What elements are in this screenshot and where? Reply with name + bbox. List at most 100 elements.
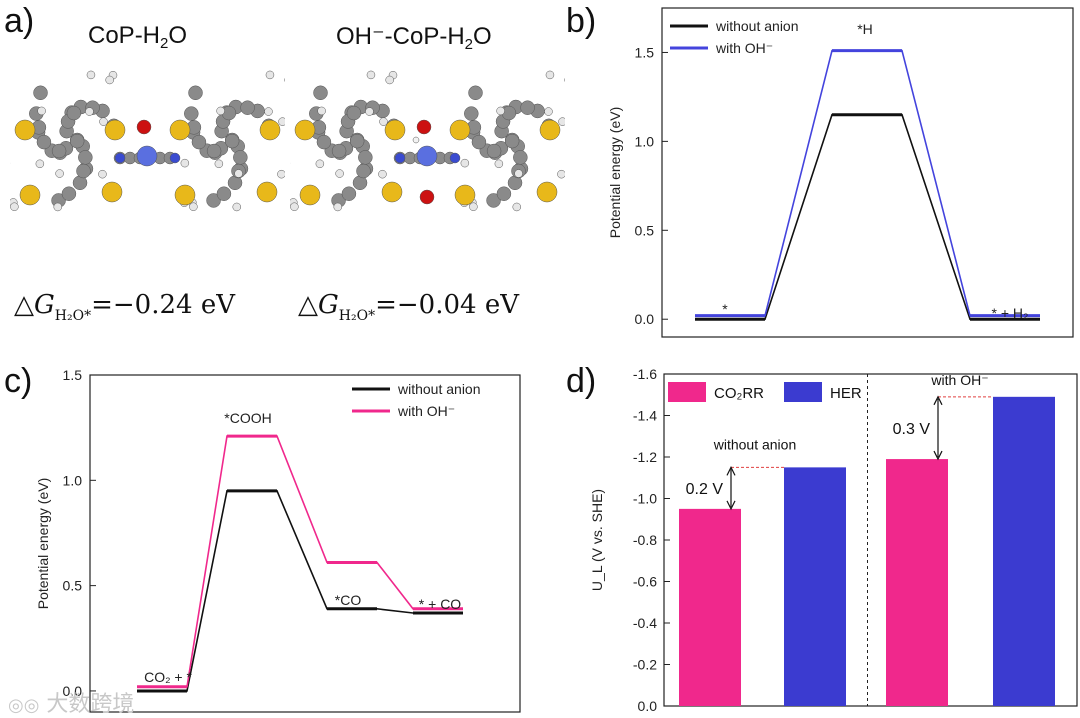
molecule-structure-1 (10, 70, 285, 212)
molecule-title-2: OH⁻-CoP-H2O (336, 23, 492, 53)
y-tick-label: 0.0 (635, 311, 655, 327)
carbon-atom (61, 186, 77, 201)
hydrogen-atom (180, 158, 190, 168)
hydrogen-atom (333, 202, 343, 212)
delta-g-label-1: △GH₂O*=−0.24 eV (14, 290, 235, 324)
legend-label: without anion (397, 381, 481, 397)
state-label: CO₂ + * (144, 669, 192, 685)
legend-swatch (668, 382, 706, 402)
hydrogen-atom (317, 106, 326, 116)
y-tick-label: 0.0 (638, 698, 658, 714)
gap-label: 0.3 V (893, 421, 931, 438)
nitrogen-atom (449, 152, 461, 164)
energy-profile-chart-co2rr: 0.0 0.5 1.0 1.5 Potential energy (eV) CO₂ + *… (35, 367, 521, 713)
hydrogen-atom (234, 169, 243, 178)
hydrogen-atom (512, 202, 522, 212)
y-tick-label: 1.0 (63, 472, 83, 488)
carbon-atom (464, 106, 479, 121)
carbon-atom (51, 143, 67, 159)
panel-a-label: a) (4, 2, 35, 40)
state-label: *CO (335, 592, 362, 608)
sulfur-atom (539, 119, 561, 141)
hydrogen-atom (290, 202, 299, 211)
carbon-atom (358, 150, 373, 165)
delta-g-label-2: △GH₂O*=−0.04 eV (298, 290, 519, 324)
carbon-atom (206, 193, 221, 208)
hydrogen-atom (379, 117, 388, 126)
carbon-atom (191, 134, 207, 150)
hydrogen-atom (385, 75, 394, 85)
carbon-atom (356, 163, 371, 179)
carbon-atom (349, 133, 365, 149)
bar-co2rr (679, 508, 741, 706)
hydrogen-atom (514, 169, 523, 178)
hydrogen-atom (378, 169, 387, 179)
limiting-potential-bar-chart: 0.0 -0.2 -0.4 -0.6 -0.8 -1.0 -1.2 -1.4 -1.6 U_L (… (589, 366, 1078, 714)
carbon-atom (69, 133, 85, 149)
bar-her (784, 467, 846, 706)
state-label: * + H₂ (992, 305, 1029, 321)
hydrogen-atom (86, 70, 96, 80)
hydrogen-atom (558, 117, 565, 126)
energy-profile-chart-her: 0.0 0.5 1.0 1.5 Potential energy (eV) * *H * + … (607, 7, 1074, 338)
molecule-structure-2 (290, 70, 565, 212)
hydrogen-atom (232, 202, 242, 212)
y-tick-label: 0.0 (63, 683, 83, 699)
carbon-atom (341, 186, 357, 201)
group-label: without anion (713, 436, 797, 452)
sulfur-atom (294, 119, 316, 141)
carbon-atom (496, 186, 512, 201)
cobalt-atom (416, 145, 438, 167)
hydrogen-atom (99, 117, 108, 126)
hydrogen-atom (496, 106, 505, 116)
gap-label: 0.2 V (686, 481, 724, 498)
hydrogen-atom (469, 202, 478, 211)
carbon-atom (76, 163, 91, 179)
y-tick-label: -0.2 (633, 657, 657, 673)
legend-label: HER (830, 385, 862, 402)
carbon-atom (471, 134, 487, 150)
arrow-head-up (933, 395, 943, 406)
carbon-atom (33, 85, 48, 101)
carbon-atom (188, 85, 203, 101)
legend-label: with OH⁻ (397, 403, 455, 419)
state-label: * + CO (419, 596, 462, 612)
hydrogen-atom (214, 159, 224, 169)
hydrogen-atom (264, 107, 273, 116)
legend-label: CO₂RR (714, 385, 764, 402)
y-tick-label: 1.5 (63, 367, 83, 383)
y-tick-label: -0.6 (633, 574, 657, 590)
y-tick-label: 0.5 (635, 222, 655, 238)
y-axis-label: Potential energy (eV) (35, 478, 51, 610)
carbon-atom (66, 105, 82, 121)
legend-label: without anion (715, 18, 799, 34)
hydrogen-atom (412, 136, 420, 144)
carbon-atom (486, 193, 501, 208)
hydrogen-atom (265, 70, 275, 80)
sulfur-atom (14, 119, 36, 141)
legend-swatch (784, 382, 822, 402)
state-label: * (722, 301, 728, 317)
carbon-atom (36, 134, 52, 150)
carbon-atom (486, 143, 502, 159)
hydrogen-atom (37, 106, 46, 116)
y-axis-label: U_L (V vs. SHE) (589, 489, 605, 591)
hydrogen-atom (494, 159, 504, 169)
nitrogen-atom (169, 152, 181, 164)
sulfur-atom (381, 181, 403, 203)
y-tick-label: -1.4 (633, 408, 657, 424)
carbon-atom (313, 85, 328, 101)
hydrogen-atom (216, 106, 225, 116)
carbon-atom (224, 133, 240, 149)
oxygen-atom (136, 119, 152, 135)
hydrogen-atom (460, 158, 470, 168)
series-path-0 (137, 490, 463, 692)
oxygen-atom (416, 119, 432, 135)
sulfur-atom (259, 119, 281, 141)
nitrogen-atom (114, 152, 126, 164)
y-tick-label: -0.4 (633, 615, 657, 631)
hydrogen-atom (557, 169, 565, 179)
hydrogen-atom (10, 202, 19, 211)
hydrogen-atom (545, 70, 555, 80)
arrow-head-up (726, 466, 736, 476)
